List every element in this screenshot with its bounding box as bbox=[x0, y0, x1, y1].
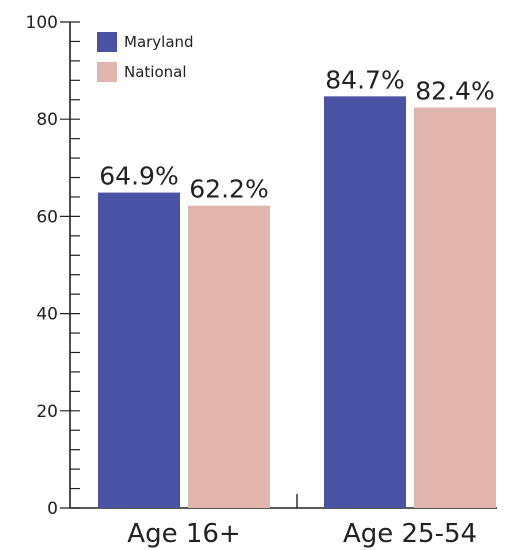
x-category-label: Age 16+ bbox=[127, 519, 240, 549]
data-label: 82.4% bbox=[415, 77, 494, 106]
y-tick-label: 0 bbox=[47, 499, 58, 519]
bar-maryland bbox=[98, 192, 180, 508]
bar-national bbox=[414, 107, 496, 508]
legend-label: Maryland bbox=[124, 33, 194, 51]
data-label: 62.2% bbox=[189, 175, 268, 204]
data-label: 84.7% bbox=[325, 65, 404, 94]
y-tick-label: 100 bbox=[26, 13, 58, 33]
bar-maryland bbox=[324, 96, 406, 508]
y-tick-label: 20 bbox=[36, 402, 58, 422]
y-tick-label: 80 bbox=[36, 110, 58, 130]
legend-swatch bbox=[97, 32, 117, 52]
bar-national bbox=[188, 205, 270, 508]
y-tick-label: 40 bbox=[36, 305, 58, 325]
y-tick-label: 60 bbox=[36, 207, 58, 227]
x-category-label: Age 25-54 bbox=[343, 519, 477, 549]
legend-label: National bbox=[124, 63, 187, 81]
data-label: 64.9% bbox=[99, 162, 178, 191]
legend-swatch bbox=[97, 62, 117, 82]
